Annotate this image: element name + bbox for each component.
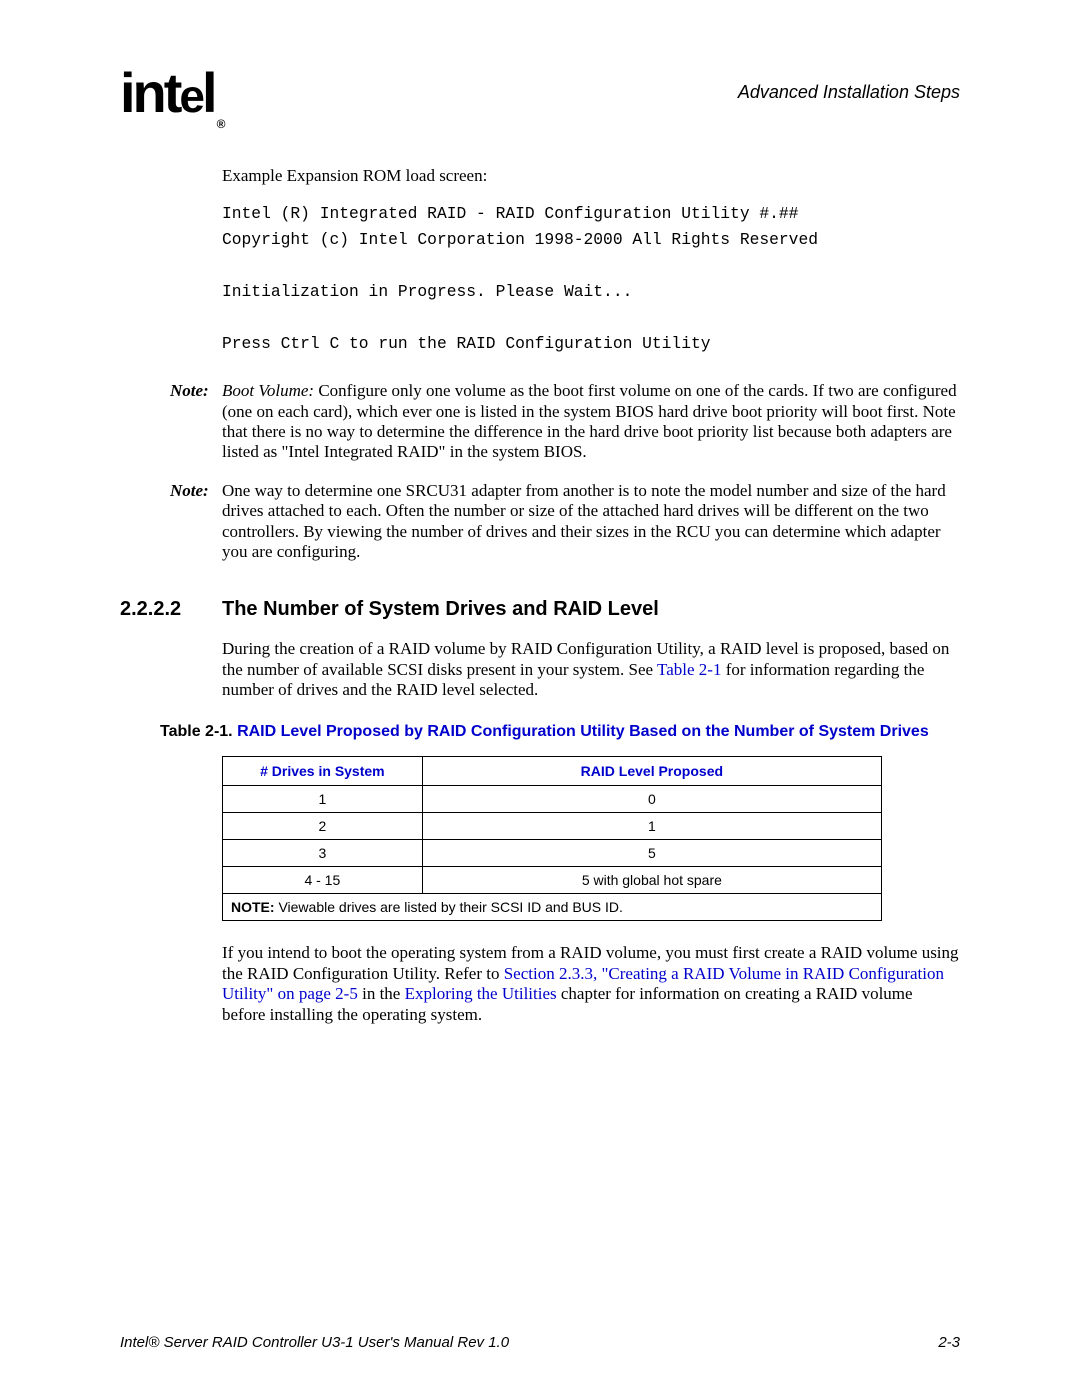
note-label: Note: <box>170 381 222 463</box>
table-row: 3 5 <box>223 840 882 867</box>
table-row: 2 1 <box>223 813 882 840</box>
table-caption-text: RAID Level Proposed by RAID Configuratio… <box>237 723 929 740</box>
table-caption-prefix: Table 2-1. <box>160 723 237 740</box>
table-header-drives: # Drives in System <box>223 757 423 786</box>
table-note-body: Viewable drives are listed by their SCSI… <box>275 899 623 915</box>
section-paragraph: During the creation of a RAID volume by … <box>222 639 960 700</box>
table-note-label: NOTE: <box>231 899 275 915</box>
cell-level: 5 <box>422 840 881 867</box>
note-label: Note: <box>170 481 222 563</box>
header-chapter-title: Advanced Installation Steps <box>738 82 960 103</box>
cell-level: 5 with global hot spare <box>422 867 881 894</box>
note-text: Configure only one volume as the boot fi… <box>222 381 957 461</box>
note-italic-lead: Boot Volume: <box>222 381 314 400</box>
section-number: 2.2.2.2 <box>120 598 222 621</box>
intel-logo: intel® <box>120 68 220 118</box>
table-header-level: RAID Level Proposed <box>422 757 881 786</box>
page-header: intel® Advanced Installation Steps <box>120 68 960 118</box>
note-text: One way to determine one SRCU31 adapter … <box>222 481 946 561</box>
table-row: 4 - 15 5 with global hot spare <box>223 867 882 894</box>
closing-mid: in the <box>358 984 405 1003</box>
cell-level: 1 <box>422 813 881 840</box>
table-caption: Table 2-1. RAID Level Proposed by RAID C… <box>160 722 950 742</box>
page-container: intel® Advanced Installation Steps Examp… <box>0 0 1080 1397</box>
intro-lead-text: Example Expansion ROM load screen: <box>222 166 960 186</box>
section-body: During the creation of a RAID volume by … <box>222 639 960 700</box>
footer-left: Intel® Server RAID Controller U3-1 User'… <box>120 1334 509 1351</box>
cell-drives: 3 <box>223 840 423 867</box>
cell-drives: 4 - 15 <box>223 867 423 894</box>
link-exploring-utilities[interactable]: Exploring the Utilities <box>405 984 557 1003</box>
section-title: The Number of System Drives and RAID Lev… <box>222 598 659 621</box>
table-note-cell: NOTE: Viewable drives are listed by thei… <box>223 894 882 921</box>
expansion-rom-screen: Intel (R) Integrated RAID - RAID Configu… <box>222 201 960 357</box>
note-adapter-identify: Note: One way to determine one SRCU31 ad… <box>120 481 960 563</box>
cell-drives: 2 <box>223 813 423 840</box>
link-table-2-1[interactable]: Table 2-1 <box>657 660 721 679</box>
table-header-row: # Drives in System RAID Level Proposed <box>223 757 882 786</box>
cell-level: 0 <box>422 786 881 813</box>
cell-drives: 1 <box>223 786 423 813</box>
page-footer: Intel® Server RAID Controller U3-1 User'… <box>120 1334 960 1351</box>
note-body: Boot Volume: Configure only one volume a… <box>222 381 960 463</box>
content-block-intro: Example Expansion ROM load screen: Intel… <box>222 166 960 357</box>
section-heading: 2.2.2.2 The Number of System Drives and … <box>120 598 960 621</box>
closing-paragraph: If you intend to boot the operating syst… <box>222 943 960 1025</box>
footer-right: 2-3 <box>938 1334 960 1351</box>
closing-block: If you intend to boot the operating syst… <box>222 943 960 1025</box>
note-boot-volume: Note: Boot Volume: Configure only one vo… <box>120 381 960 463</box>
table-note-row: NOTE: Viewable drives are listed by thei… <box>223 894 882 921</box>
raid-level-table: # Drives in System RAID Level Proposed 1… <box>222 756 882 921</box>
table-row: 1 0 <box>223 786 882 813</box>
note-body: One way to determine one SRCU31 adapter … <box>222 481 960 563</box>
